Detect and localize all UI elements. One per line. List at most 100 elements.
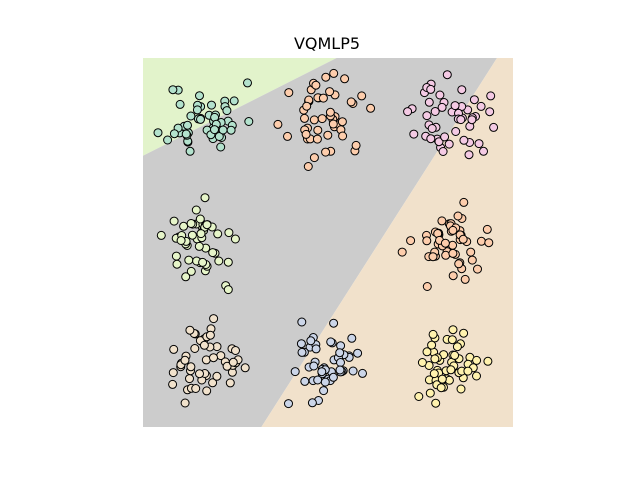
scatter-point-cluster-7	[472, 355, 482, 365]
scatter-point-cluster-2	[464, 150, 474, 160]
scatter-point-cluster-5	[180, 355, 190, 365]
scatter-point-cluster-2	[426, 134, 436, 144]
scatter-point-cluster-1	[338, 131, 348, 141]
scatter-point-cluster-5	[212, 371, 222, 381]
scatter-point-cluster-5	[225, 378, 235, 388]
scatter-point-cluster-7	[428, 329, 438, 339]
scatter-point-cluster-0	[207, 100, 216, 110]
scatter-points	[153, 68, 499, 409]
scatter-point-cluster-5	[222, 361, 232, 371]
scatter-point-cluster-1	[284, 88, 294, 98]
scatter-point-cluster-2	[474, 139, 484, 149]
scatter-point-cluster-6	[329, 318, 339, 328]
scatter-point-cluster-5	[199, 340, 209, 350]
scatter-point-cluster-6	[300, 376, 310, 386]
scatter-point-cluster-1	[357, 91, 367, 101]
scatter-point-cluster-3	[224, 228, 234, 238]
scatter-point-cluster-3	[200, 193, 210, 203]
scatter-point-cluster-7	[422, 347, 432, 357]
scatter-point-cluster-1	[283, 131, 292, 141]
scatter-point-cluster-0	[218, 125, 228, 135]
scatter-point-cluster-2	[437, 102, 447, 112]
decision-region-2	[261, 58, 513, 427]
scatter-point-cluster-4	[448, 271, 458, 281]
scatter-point-cluster-1	[311, 80, 321, 90]
scatter-point-cluster-0	[183, 120, 192, 130]
scatter-point-cluster-1	[329, 68, 339, 78]
scatter-point-cluster-7	[431, 398, 441, 408]
scatter-point-cluster-5	[186, 362, 196, 372]
scatter-point-cluster-1	[321, 147, 331, 157]
scatter-point-cluster-6	[335, 348, 345, 358]
scatter-point-cluster-6	[290, 367, 300, 377]
scatter-point-cluster-6	[311, 344, 321, 354]
scatter-point-cluster-3	[172, 259, 182, 269]
scatter-point-cluster-5	[185, 374, 194, 384]
scatter-point-cluster-5	[202, 386, 212, 396]
scatter-point-cluster-4	[482, 224, 492, 234]
scatter-point-cluster-7	[459, 328, 469, 338]
scatter-point-cluster-0	[185, 146, 195, 156]
scatter-point-cluster-6	[297, 317, 307, 327]
scatter-point-cluster-0	[192, 105, 202, 115]
scatter-point-cluster-4	[453, 211, 463, 221]
scatter-point-cluster-2	[424, 97, 434, 107]
scatter-point-cluster-1	[337, 117, 347, 127]
scatter-point-cluster-4	[466, 247, 476, 257]
scatter-point-cluster-2	[457, 85, 467, 95]
scatter-point-cluster-7	[430, 354, 440, 364]
scatter-point-cluster-2	[476, 101, 486, 111]
scatter-point-cluster-4	[467, 255, 477, 265]
scatter-point-cluster-3	[179, 221, 189, 231]
scatter-point-cluster-0	[169, 129, 179, 139]
scatter-point-cluster-0	[195, 91, 204, 101]
scatter-point-cluster-5	[191, 384, 201, 393]
scatter-point-cluster-1	[313, 125, 323, 135]
scatter-point-cluster-5	[168, 379, 178, 389]
scatter-point-cluster-5	[209, 314, 219, 324]
scatter-point-cluster-6	[307, 398, 317, 408]
scatter-point-cluster-0	[214, 132, 224, 141]
scatter-point-cluster-6	[296, 339, 306, 349]
scatter-point-cluster-5	[169, 344, 179, 354]
scatter-point-cluster-3	[187, 230, 197, 240]
scatter-point-cluster-2	[430, 107, 440, 116]
scatter-point-cluster-4	[484, 238, 494, 248]
scatter-point-cluster-1	[340, 74, 350, 84]
scatter-point-cluster-3	[202, 220, 212, 230]
scatter-point-cluster-3	[213, 229, 223, 239]
decision-region-1	[143, 58, 497, 427]
scatter-point-cluster-1	[351, 140, 361, 150]
scatter-point-cluster-2	[426, 84, 436, 94]
scatter-point-cluster-1	[366, 103, 376, 113]
scatter-point-cluster-7	[417, 358, 427, 367]
scatter-point-cluster-2	[479, 146, 488, 156]
scatter-point-cluster-0	[210, 125, 219, 135]
scatter-point-cluster-1	[302, 101, 312, 111]
scatter-point-cluster-7	[463, 366, 473, 376]
scatter-point-cluster-2	[451, 127, 461, 136]
scatter-point-cluster-2	[440, 132, 450, 142]
scatter-point-cluster-1	[309, 115, 319, 125]
scatter-point-cluster-2	[422, 111, 432, 121]
scatter-point-cluster-3	[196, 229, 206, 239]
scatter-point-cluster-1	[303, 162, 313, 171]
scatter-point-cluster-2	[434, 137, 444, 147]
scatter-point-cluster-2	[409, 129, 419, 139]
scatter-point-cluster-6	[328, 372, 338, 382]
scatter-point-cluster-2	[435, 90, 445, 100]
scatter-point-cluster-1	[300, 113, 309, 123]
scatter-point-cluster-3	[223, 285, 233, 295]
scatter-point-cluster-0	[226, 125, 236, 135]
scatter-point-cluster-4	[459, 197, 469, 207]
scatter-point-cluster-2	[469, 95, 479, 105]
scatter-point-cluster-6	[313, 375, 323, 385]
scatter-point-cluster-3	[214, 256, 224, 266]
scatter-point-cluster-6	[326, 337, 336, 347]
scatter-point-cluster-6	[347, 333, 357, 343]
scatter-point-cluster-1	[325, 107, 335, 117]
scatter-point-cluster-3	[181, 272, 191, 282]
scatter-point-cluster-3	[171, 251, 181, 261]
scatter-point-cluster-2	[467, 115, 477, 125]
